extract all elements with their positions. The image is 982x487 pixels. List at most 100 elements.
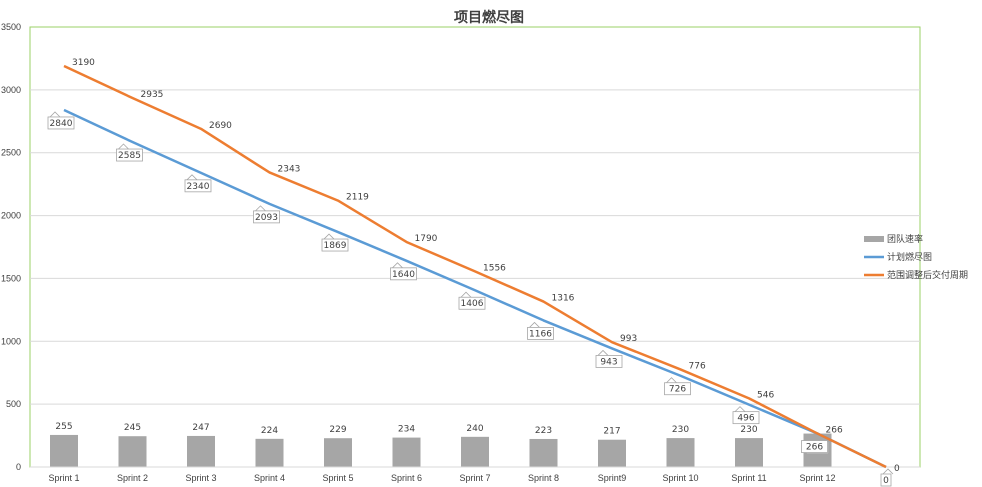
scope-line-label: 0: [894, 464, 900, 474]
plan-label-box: [458, 296, 486, 310]
plan-line-label: 2340: [187, 182, 210, 192]
data-labels: 255 245 247 224 229 234 240 223 217 230 230 266 3190…: [47, 58, 900, 487]
plan-label-box: [664, 382, 691, 396]
plan-label-pointer: [882, 468, 894, 475]
plan-line-label: 2093: [255, 213, 278, 223]
chart-title: 项目燃尽图: [454, 9, 524, 26]
velocity-bar: [50, 434, 78, 467]
plan-label-pointer: [186, 174, 198, 181]
plan-label-box: [801, 440, 828, 453]
y-tick-label: 500: [6, 399, 21, 409]
x-tick-label: Sprint 5: [322, 473, 353, 483]
x-tick-label: Sprint 11: [731, 473, 766, 483]
y-axis: 0 500 1000 1500 2000 2500 3000 3500: [1, 22, 21, 472]
plan-label-pointer: [392, 262, 403, 269]
plan-label-pointer: [49, 111, 61, 118]
plan-line-label: 1640: [392, 270, 415, 280]
bar-value-label: 230: [740, 425, 757, 435]
plan-line-label: 2840: [50, 119, 73, 129]
bar-value-label: 224: [261, 426, 278, 436]
y-tick-label: 0: [16, 462, 21, 472]
velocity-bar: [598, 439, 626, 467]
x-tick-label: Sprint 8: [528, 473, 559, 483]
plan-label-pointer: [255, 205, 266, 212]
bar-value-label: 229: [329, 425, 346, 435]
plan-label-box: [527, 327, 554, 340]
plan-label-box: [390, 267, 417, 281]
x-tick-label: Sprint 7: [459, 473, 490, 483]
legend-entry: 范围调整后交付周期: [887, 269, 968, 281]
plan-label-box: [184, 179, 212, 193]
series-lines: [63, 64, 887, 469]
plan-label-pointer: [597, 349, 609, 356]
y-tick-label: 1500: [1, 273, 21, 283]
legend-swatch-bar: [864, 236, 884, 242]
scope-line-label: 2119: [346, 193, 369, 203]
plan-label-box: [253, 210, 280, 224]
plan-line-label: 266: [806, 443, 823, 453]
plan-label-box: [321, 238, 349, 252]
y-tick-label: 1000: [1, 336, 21, 346]
plan-line-label: 726: [669, 385, 686, 395]
bar-value-label: 217: [603, 427, 620, 437]
scope-line-label: 266: [826, 426, 843, 436]
velocity-bar: [118, 436, 147, 467]
velocity-bars: [50, 433, 832, 467]
bar-value-label: 255: [55, 422, 72, 432]
velocity-bar: [392, 437, 421, 467]
plan-line-label: 0: [883, 476, 889, 486]
scope-line-label: 1790: [415, 234, 438, 244]
y-tick-label: 3000: [1, 85, 21, 95]
scope-line-label: 1316: [552, 294, 575, 304]
plan-line-label: 2585: [118, 151, 141, 161]
velocity-bar: [666, 438, 695, 467]
bar-value-label: 234: [398, 425, 415, 435]
plan-label-pointer: [118, 143, 129, 150]
legend-entry: 团队速率: [887, 233, 923, 245]
bar-value-label: 230: [672, 425, 689, 435]
plan-label-box: [116, 148, 143, 162]
scope-line-label: 1556: [483, 263, 506, 273]
x-tick-label: Sprint 4: [254, 473, 285, 483]
y-tick-label: 2000: [1, 211, 21, 221]
plan-label-box: [47, 116, 75, 130]
gridlines: [30, 89, 920, 405]
velocity-bar: [461, 436, 489, 467]
x-tick-label: Sprint 12: [799, 473, 835, 483]
velocity-bar: [529, 438, 558, 467]
x-tick-label: Sprint 1: [48, 473, 79, 483]
plan-line-label: 943: [600, 357, 617, 367]
plan-label-box: [595, 355, 623, 368]
bar-value-label: 245: [124, 423, 141, 433]
plan-line-label: 1166: [529, 329, 552, 339]
x-tick-label: Sprint 10: [662, 473, 698, 483]
plan-label-pointer: [460, 291, 472, 298]
plan-line-label: 496: [737, 414, 754, 424]
x-tick-label: Sprint 2: [117, 473, 148, 483]
velocity-bar: [735, 438, 763, 467]
bar-value-label: 247: [192, 423, 209, 433]
velocity-bar: [187, 435, 215, 467]
plan-label-pointer: [734, 406, 746, 412]
y-tick-label: 3500: [1, 22, 21, 32]
series-line-1: [63, 108, 887, 469]
x-tick-label: Sprint 6: [391, 473, 422, 483]
series-line-2: [63, 64, 887, 469]
x-axis: Sprint 1 Sprint 2 Sprint 3 Sprint 4 Sprint 5…: [30, 466, 920, 483]
y-tick-label: 2500: [1, 148, 21, 158]
plan-label-box: [732, 411, 760, 425]
plan-label-pointer: [666, 377, 677, 384]
plan-line-label: 1406: [461, 299, 484, 309]
scope-line-label: 2343: [278, 164, 301, 174]
velocity-bar: [255, 438, 284, 467]
plan-label-pointer: [803, 434, 814, 441]
bar-value-label: 223: [535, 426, 552, 436]
plan-line-label: 1869: [324, 241, 347, 251]
scope-line-label: 546: [757, 390, 774, 400]
x-tick-label: Sprint 3: [185, 473, 216, 483]
plot-area-border: [29, 26, 921, 468]
legend-entry: 计划燃尽图: [887, 251, 932, 263]
bar-value-label: 240: [466, 424, 483, 434]
